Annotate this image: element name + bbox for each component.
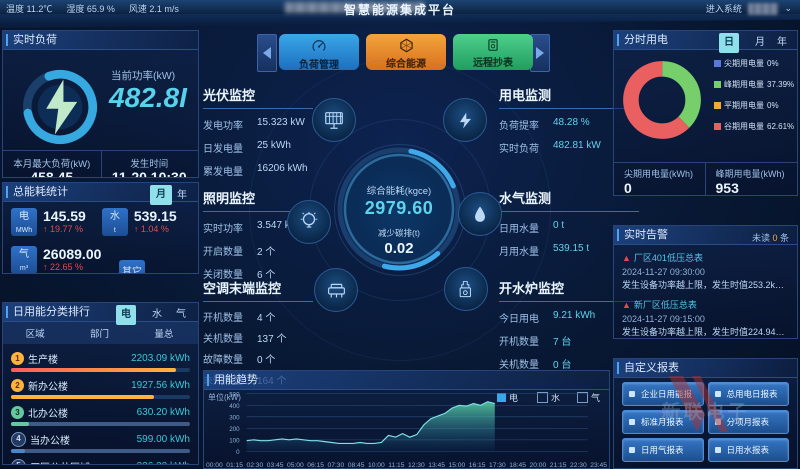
svg-text:200: 200 — [229, 426, 240, 433]
svg-text:400: 400 — [229, 403, 240, 410]
svg-text:300: 300 — [229, 414, 240, 421]
svg-text:0: 0 — [236, 449, 240, 456]
svg-text:500: 500 — [229, 392, 240, 398]
svg-text:100: 100 — [229, 438, 240, 445]
